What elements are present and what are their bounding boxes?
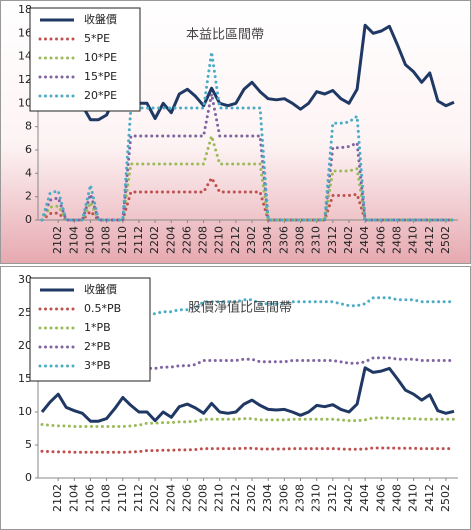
x-tick-label: 2406 [374, 484, 387, 512]
x-tick-label: 2210 [213, 484, 226, 512]
y-tick-label: 18 [18, 3, 32, 16]
y-tick-label: 10 [18, 96, 32, 109]
legend-label: 3*PB [84, 359, 111, 372]
x-tick-label: 2102 [51, 226, 64, 254]
x-tick-label: 2310 [310, 226, 323, 254]
x-tick-label: 2108 [100, 226, 113, 254]
x-tick-label: 2202 [148, 226, 161, 254]
x-tick-label: 2312 [326, 226, 339, 254]
legend-label: 收盤價 [84, 282, 117, 296]
x-tick-label: 2204 [164, 484, 177, 512]
y-tick-label: 16 [18, 26, 32, 39]
y-tick-label: 14 [18, 50, 32, 63]
x-tick-label: 2304 [261, 226, 274, 254]
series-line [40, 296, 456, 326]
legend-label: 15*PE [84, 70, 117, 83]
x-tick-label: 2310 [310, 484, 323, 512]
x-tick-label: 2402 [342, 484, 355, 512]
x-tick-label: 2112 [132, 226, 145, 254]
legend-label: 20*PE [84, 89, 117, 102]
legend-label: 10*PE [84, 51, 117, 64]
x-tick-label: 2308 [294, 226, 307, 254]
x-tick-label: 2106 [83, 226, 96, 254]
x-tick-label: 2104 [67, 484, 80, 512]
legend-label: 2*PB [84, 340, 111, 353]
legend-label: 5*PE [84, 32, 110, 45]
x-tick-label: 2204 [164, 226, 177, 254]
x-tick-label: 2312 [326, 484, 339, 512]
x-tick-label: 2110 [116, 226, 129, 254]
x-tick-label: 2206 [180, 226, 193, 254]
y-tick-label: 12 [18, 73, 32, 86]
x-tick-label: 2106 [83, 484, 96, 512]
x-tick-label: 2408 [390, 484, 403, 512]
x-tick-label: 2108 [100, 484, 113, 512]
y-tick-label: 4 [25, 166, 32, 179]
x-tick-label: 2402 [342, 226, 355, 254]
y-tick-label: 15 [18, 372, 32, 385]
chart-title: 本益比區間帶 [186, 28, 264, 43]
x-tick-label: 2412 [423, 226, 436, 254]
legend-box [29, 7, 141, 112]
x-tick-label: 2212 [229, 484, 242, 512]
y-tick-label: 0 [25, 471, 32, 484]
x-tick-label: 2412 [423, 484, 436, 512]
y-tick-label: 0 [25, 213, 32, 226]
x-tick-label: 2304 [261, 484, 274, 512]
x-tick-label: 2110 [116, 484, 129, 512]
y-tick-label: 5 [25, 438, 32, 451]
x-tick-label: 2408 [390, 226, 403, 254]
series-line [40, 356, 456, 377]
x-tick-label: 2302 [245, 226, 258, 254]
x-tick-label: 2406 [374, 226, 387, 254]
y-tick-label: 20 [18, 339, 32, 352]
x-tick-label: 2206 [180, 484, 193, 512]
chart-title: 股價淨值比區間帶 [188, 300, 292, 316]
legend-label: 0.5*PB [84, 302, 121, 315]
series-line [40, 51, 456, 222]
y-tick-label: 8 [25, 120, 32, 133]
series-line [40, 366, 455, 423]
series-line [40, 93, 456, 222]
x-tick-label: 2102 [51, 484, 64, 512]
x-tick-label: 2208 [197, 484, 210, 512]
x-tick-label: 2104 [67, 226, 80, 254]
x-tick-label: 2212 [229, 226, 242, 254]
x-tick-label: 2502 [439, 484, 452, 512]
x-tick-label: 2404 [358, 484, 371, 512]
y-tick-label: 2 [25, 190, 32, 203]
x-tick-label: 2208 [197, 226, 210, 254]
legend-label: 收盤價 [84, 12, 117, 26]
x-tick-label: 2202 [148, 484, 161, 512]
x-tick-label: 2308 [294, 484, 307, 512]
x-tick-label: 2410 [407, 226, 420, 254]
y-tick-label: 6 [25, 143, 32, 156]
y-tick-label: 10 [18, 405, 32, 418]
x-tick-label: 2302 [245, 484, 258, 512]
x-tick-label: 2306 [277, 484, 290, 512]
y-tick-label: 30 [18, 273, 32, 286]
legend-box [29, 277, 151, 382]
x-tick-label: 2502 [439, 226, 452, 254]
y-tick-label: 25 [18, 306, 32, 319]
x-tick-label: 2306 [277, 226, 290, 254]
x-tick-label: 2112 [132, 484, 145, 512]
legend-label: 1*PB [84, 321, 111, 334]
x-tick-label: 2210 [213, 226, 226, 254]
x-tick-label: 2404 [358, 226, 371, 254]
x-tick-label: 2410 [407, 484, 420, 512]
